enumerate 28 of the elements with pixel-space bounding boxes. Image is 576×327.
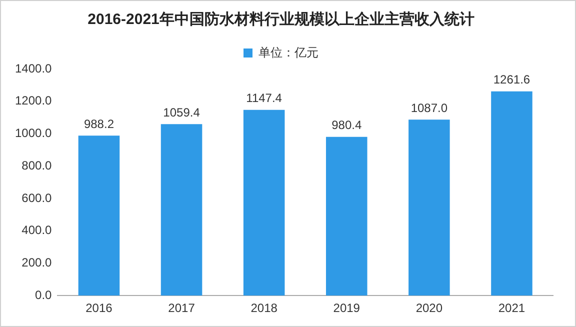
y-tick-label: 600.0 <box>22 190 52 205</box>
data-label: 1087.0 <box>410 100 448 115</box>
y-tick-label: 800.0 <box>22 158 52 172</box>
y-tick-label: 400.0 <box>22 223 52 238</box>
x-tick-label: 2017 <box>168 301 196 316</box>
chart-title: 2016-2021年中国防水材料行业规模以上企业主营收入统计 <box>88 10 474 28</box>
y-tick-label: 1000.0 <box>15 126 52 140</box>
data-label: 1059.4 <box>163 105 200 120</box>
bar <box>78 136 120 296</box>
data-label: 988.2 <box>84 116 114 131</box>
y-tick-label: 200.0 <box>22 256 52 270</box>
data-label: 1147.4 <box>246 91 282 106</box>
bar <box>491 91 532 296</box>
bar <box>243 110 285 296</box>
bar <box>326 136 368 296</box>
data-label: 980.4 <box>332 118 362 132</box>
y-tick-label: 0.0 <box>35 288 52 302</box>
y-tick-label: 1400.0 <box>15 61 52 76</box>
bar <box>160 124 202 296</box>
y-tick-label: 1200.0 <box>15 94 52 108</box>
x-tick-label: 2016 <box>86 301 113 316</box>
x-tick-label: 2019 <box>333 301 360 316</box>
x-tick-label: 2018 <box>250 301 278 316</box>
legend-label: 单位：亿元 <box>258 45 318 60</box>
x-tick-label: 2021 <box>498 301 526 316</box>
x-tick-label: 2020 <box>416 301 443 316</box>
bar <box>408 120 450 296</box>
data-label: 1261.6 <box>493 72 530 87</box>
